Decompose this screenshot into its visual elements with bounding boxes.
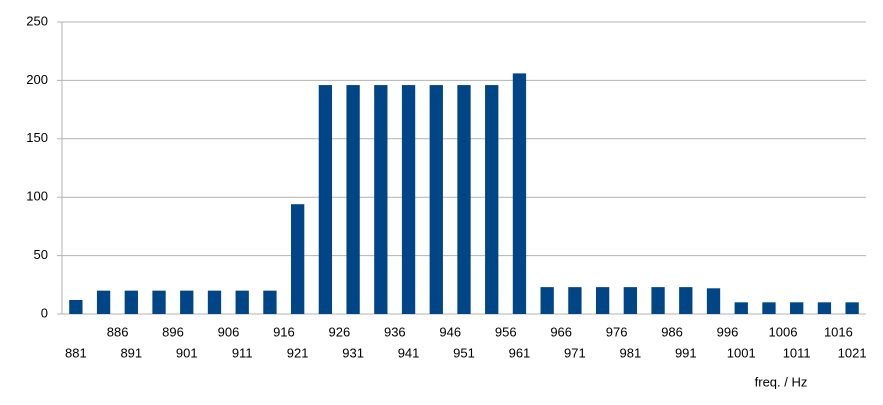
x-tick-label: 936 xyxy=(384,324,406,339)
x-tick-label: 896 xyxy=(162,324,184,339)
x-tick-label: 1021 xyxy=(838,345,867,360)
x-tick-label: 906 xyxy=(218,324,240,339)
bar xyxy=(124,290,138,314)
bar xyxy=(512,73,527,314)
bar xyxy=(346,85,360,315)
y-tick-label: 50 xyxy=(34,247,48,262)
x-tick-label: 986 xyxy=(661,324,683,339)
x-tick-label: 901 xyxy=(176,345,198,360)
x-tick-label: 891 xyxy=(120,345,142,360)
y-tick-label: 250 xyxy=(26,13,48,28)
bar xyxy=(706,288,721,314)
x-tick-label: 956 xyxy=(495,324,517,339)
bar xyxy=(790,302,804,314)
x-tick-label: 931 xyxy=(342,345,364,360)
bar xyxy=(845,302,859,314)
x-tick-label: 1016 xyxy=(824,324,853,339)
bar xyxy=(235,290,249,314)
y-tick-label: 0 xyxy=(41,305,48,320)
bar xyxy=(485,85,499,315)
x-tick-label: 916 xyxy=(273,324,295,339)
x-tick-label: 996 xyxy=(717,324,739,339)
x-tick-label: 976 xyxy=(606,324,628,339)
bar xyxy=(457,85,471,315)
bar xyxy=(152,290,166,314)
bar xyxy=(817,302,832,314)
x-tick-label: 981 xyxy=(619,345,641,360)
bar xyxy=(374,85,388,315)
x-tick-label: 926 xyxy=(329,324,351,339)
x-tick-label: 966 xyxy=(550,324,572,339)
bar xyxy=(96,290,111,314)
bar xyxy=(762,302,776,314)
bar xyxy=(651,287,665,314)
x-tick-label: 1011 xyxy=(783,345,811,360)
x-tick-label: 961 xyxy=(509,345,531,360)
bar xyxy=(623,287,637,314)
x-tick-label: 946 xyxy=(439,324,461,339)
x-tick-label: 941 xyxy=(398,345,420,360)
x-axis-label: freq. / Hz xyxy=(755,374,808,389)
x-tick-label: 1001 xyxy=(727,345,756,360)
bar xyxy=(291,204,305,314)
x-tick-label: 886 xyxy=(107,324,129,339)
bar xyxy=(734,302,748,314)
bar xyxy=(69,299,83,314)
bar xyxy=(429,85,443,315)
x-tick-label: 921 xyxy=(287,345,309,360)
x-tick-label: 991 xyxy=(675,345,697,360)
bar xyxy=(568,287,582,314)
x-tick-label: 971 xyxy=(564,345,586,360)
x-tick-label: 951 xyxy=(453,345,475,360)
bar xyxy=(207,290,222,314)
y-tick-label: 150 xyxy=(26,130,48,145)
y-tick-label: 200 xyxy=(26,72,48,87)
x-tick-label: 1006 xyxy=(769,324,798,339)
bar xyxy=(540,287,554,314)
x-tick-label: 911 xyxy=(232,345,253,360)
x-tick-label: 881 xyxy=(65,345,87,360)
bar xyxy=(263,290,277,314)
bar xyxy=(318,85,333,315)
y-tick-label: 100 xyxy=(26,189,48,204)
bar xyxy=(180,290,194,314)
bar xyxy=(679,287,693,314)
bar xyxy=(401,85,416,315)
bar xyxy=(595,287,610,314)
